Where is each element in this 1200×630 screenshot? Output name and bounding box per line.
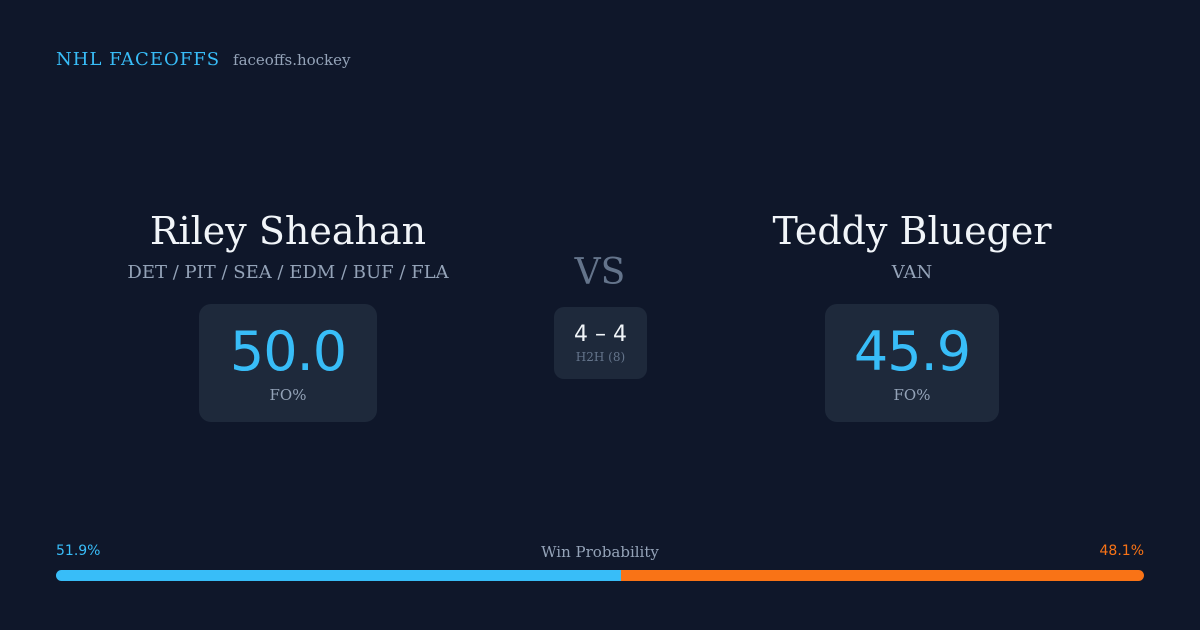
player-left-fo-label: FO% xyxy=(269,386,307,404)
win-probability-labels: 51.9% Win Probability 48.1% xyxy=(56,543,1144,563)
player-right: Teddy Blueger VAN 45.9 FO% xyxy=(732,206,1092,422)
brand-header: NHL FACEOFFS faceoffs.hockey xyxy=(56,49,351,70)
player-right-name: Teddy Blueger xyxy=(772,209,1052,253)
win-probability-left-value: 51.9% xyxy=(56,543,101,559)
head-to-head-card: 4 – 4 H2H (8) xyxy=(554,307,647,379)
player-right-fo-value: 45.9 xyxy=(853,320,971,383)
player-left: Riley Sheahan DET / PIT / SEA / EDM / BU… xyxy=(108,206,468,422)
brand-title[interactable]: NHL FACEOFFS xyxy=(56,49,221,70)
brand-site-link[interactable]: faceoffs.hockey xyxy=(233,51,351,69)
player-right-stat-card: 45.9 FO% xyxy=(825,304,999,422)
player-left-stat-card: 50.0 FO% xyxy=(199,304,377,422)
win-probability-bar-left xyxy=(56,570,621,581)
player-left-fo-value: 50.0 xyxy=(229,320,347,383)
win-probability-bar xyxy=(56,570,1144,581)
win-probability-right-value: 48.1% xyxy=(1099,543,1144,559)
win-probability-title: Win Probability xyxy=(541,543,659,561)
head-to-head-score: 4 – 4 xyxy=(574,322,627,347)
win-probability-bar-right xyxy=(620,570,1144,581)
vs-label: VS xyxy=(574,252,626,293)
player-left-teams: DET / PIT / SEA / EDM / BUF / FLA xyxy=(127,262,449,283)
head-to-head-label: H2H (8) xyxy=(575,350,626,364)
player-right-fo-label: FO% xyxy=(893,386,931,404)
player-left-name: Riley Sheahan xyxy=(149,209,427,253)
player-right-teams: VAN xyxy=(891,262,933,283)
